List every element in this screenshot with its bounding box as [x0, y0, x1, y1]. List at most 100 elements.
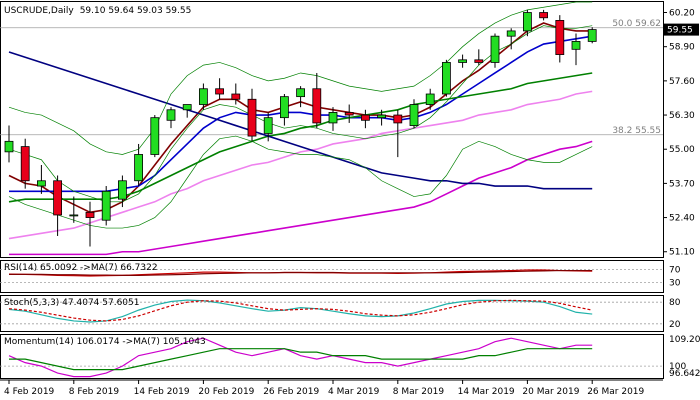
candle-body [490, 35, 500, 63]
candle-body [53, 180, 62, 216]
candle [506, 28, 516, 50]
candle [377, 109, 387, 126]
candle [571, 33, 581, 66]
time-tick-label: 26 Feb 2019 [263, 387, 319, 397]
candle-body [166, 109, 176, 121]
candle-body [69, 214, 79, 217]
indicator-pane: Momentum(14) 106.0174 ->MA(7) 105.1043 10… [0, 334, 700, 379]
candle [425, 88, 435, 110]
indicator-axis-label: 109.2065 [669, 335, 700, 345]
indicator-line [8, 299, 593, 322]
time-tick-label: 26 Mar 2019 [587, 387, 644, 397]
price-tick-label: 57.60 [669, 77, 695, 87]
price-tick-label: 52.40 [669, 214, 695, 224]
indicator-frame [0, 295, 664, 332]
candle-body [409, 104, 419, 126]
candle-body [198, 88, 208, 105]
candle [409, 99, 419, 129]
candlesticks [4, 9, 597, 247]
price-tick-label: 51.10 [669, 248, 695, 258]
candle-body [555, 20, 565, 55]
indicator-pane: RSI(14) 65.0092 ->MA(7) 66.7322 70 30 [0, 260, 681, 293]
time-tick-label: 8 Feb 2019 [69, 387, 120, 397]
price-pane-frame [0, 1, 664, 258]
candle [441, 59, 451, 97]
candle-body [393, 114, 403, 124]
candle-body [279, 96, 289, 119]
candle [118, 175, 127, 208]
price-tick-label: 56.30 [669, 111, 695, 121]
overlay-line [8, 1, 593, 155]
candle [490, 33, 500, 68]
candle-body [4, 140, 14, 153]
candle-body [215, 88, 225, 95]
symbol-label: USCRUDE,Daily 59.10 59.64 59.03 59.55 [4, 6, 191, 16]
candle-body [458, 59, 468, 63]
indicator-axis-label: 80 [669, 298, 681, 308]
candle-body [263, 117, 273, 134]
indicator-panes: RSI(14) 65.0092 ->MA(7) 66.7322 70 30 Stoch… [0, 260, 700, 379]
candle [37, 164, 46, 194]
time-tick-label: 4 Mar 2019 [328, 387, 380, 397]
price-tick-label: 53.70 [669, 179, 695, 189]
candle [296, 86, 306, 108]
candle-body [523, 12, 532, 32]
candle-body [344, 112, 354, 116]
indicator-axis-label: 20 [669, 320, 681, 330]
candle [53, 175, 62, 236]
candle-body [101, 190, 111, 221]
candle-body [85, 211, 95, 218]
candle-body [118, 180, 127, 200]
time-tick-label: 14 Mar 2019 [458, 387, 515, 397]
candle [263, 112, 273, 142]
candle [198, 83, 208, 110]
candle-body [182, 104, 192, 111]
overlay-line [8, 135, 593, 229]
time-tick-label: 20 Feb 2019 [198, 387, 254, 397]
candle [360, 109, 370, 129]
candle-body [247, 98, 257, 137]
candle [474, 49, 484, 66]
time-tick-label: 4 Feb 2019 [4, 387, 55, 397]
indicator-line [8, 337, 593, 378]
candle [166, 107, 176, 129]
ohlc-text: 59.10 59.64 59.03 59.55 [80, 6, 192, 16]
time-tick-label: 14 Feb 2019 [134, 387, 190, 397]
candle-body [296, 88, 306, 98]
indicator-label: Momentum(14) 106.0174 ->MA(7) 105.1043 [4, 337, 206, 347]
candle-body [37, 180, 46, 187]
candle [458, 54, 468, 68]
candle-body [20, 146, 30, 182]
candle-body [377, 114, 387, 119]
indicator-line [9, 269, 593, 276]
candle-body [328, 112, 338, 124]
candle [328, 107, 338, 131]
last-price-label: 59.55 [667, 26, 693, 36]
overlay-line [8, 51, 593, 190]
candle [69, 196, 79, 223]
candle [4, 125, 14, 163]
candle-body [441, 62, 451, 95]
indicator-axis-label: 70 [669, 266, 681, 276]
candle [182, 104, 192, 118]
indicator-axis-label: 30 [669, 278, 681, 288]
candle-body [425, 93, 435, 105]
indicator-line [9, 348, 593, 371]
candle [555, 15, 565, 63]
indicator-axis-label: 96.6429 [669, 369, 700, 379]
candle [101, 186, 111, 226]
candle [393, 109, 403, 158]
candle [312, 72, 322, 129]
candle [231, 83, 241, 105]
candle [279, 94, 289, 126]
fib-label: 38.2 55.55 [612, 126, 661, 136]
candle [247, 88, 257, 142]
overlay-line [9, 140, 593, 256]
indicator-label: Stoch(5,3,3) 47.4074 57.6051 [4, 298, 139, 308]
price-axis: 60.20 58.90 57.60 56.30 55.00 53.70 52.40 51.10… [663, 9, 699, 258]
fib-lines: 50.0 59.62 38.2 55.55 [0, 19, 663, 136]
candle [134, 143, 144, 187]
candle-body [474, 59, 484, 63]
